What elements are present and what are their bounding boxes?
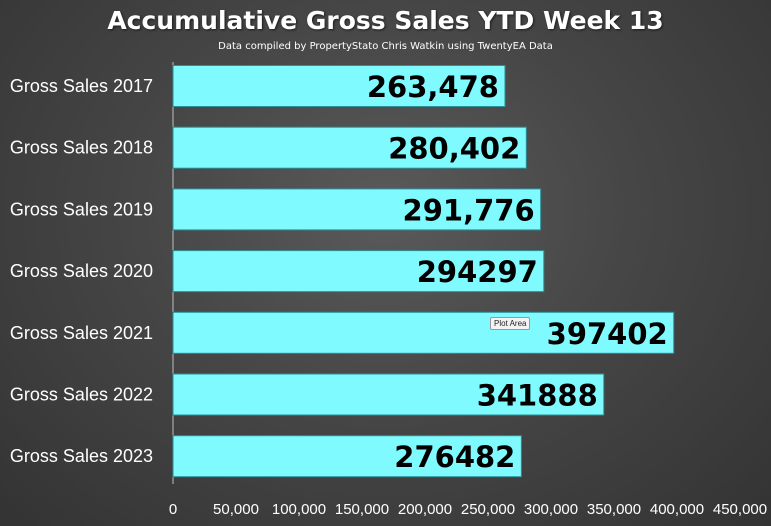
x-tick-label: 100,000 xyxy=(272,501,326,518)
x-tick-label: 250,000 xyxy=(461,501,515,518)
data-label: 280,402 xyxy=(388,132,520,166)
data-label: 263,478 xyxy=(367,70,499,104)
data-label: 291,776 xyxy=(403,193,535,227)
category-label: Gross Sales 2023 xyxy=(10,446,153,466)
category-label: Gross Sales 2022 xyxy=(10,385,153,405)
x-tick-label: 200,000 xyxy=(398,501,452,518)
x-tick-label: 150,000 xyxy=(335,501,389,518)
x-tick-label: 400,000 xyxy=(650,501,704,518)
bar xyxy=(172,250,545,293)
bar xyxy=(172,65,506,107)
category-label: Gross Sales 2017 xyxy=(10,76,153,96)
plot-area-tooltip: Plot Area xyxy=(490,317,531,330)
bar xyxy=(172,126,527,169)
chart-subtitle: Data compiled by PropertyStato Chris Wat… xyxy=(218,41,553,52)
category-label: Gross Sales 2019 xyxy=(10,199,153,219)
x-tick-label: 350,000 xyxy=(587,501,641,518)
category-label: Gross Sales 2020 xyxy=(10,261,153,281)
bar xyxy=(172,435,522,478)
category-label: Gross Sales 2021 xyxy=(10,323,153,343)
bar xyxy=(172,188,542,231)
x-tick-label: 450,000 xyxy=(713,501,767,518)
bar xyxy=(172,373,605,416)
category-label: Gross Sales 2018 xyxy=(10,138,153,158)
data-label: 397402 xyxy=(547,317,668,351)
data-label: 276482 xyxy=(394,440,515,474)
chart-title: Accumulative Gross Sales YTD Week 13 xyxy=(107,6,664,35)
x-tick-label: 0 xyxy=(169,501,177,518)
data-label: 294297 xyxy=(417,255,538,289)
x-tick-label: 50,000 xyxy=(213,501,259,518)
bar xyxy=(172,311,675,354)
data-label: 341888 xyxy=(477,379,598,413)
x-tick-label: 300,000 xyxy=(524,501,578,518)
